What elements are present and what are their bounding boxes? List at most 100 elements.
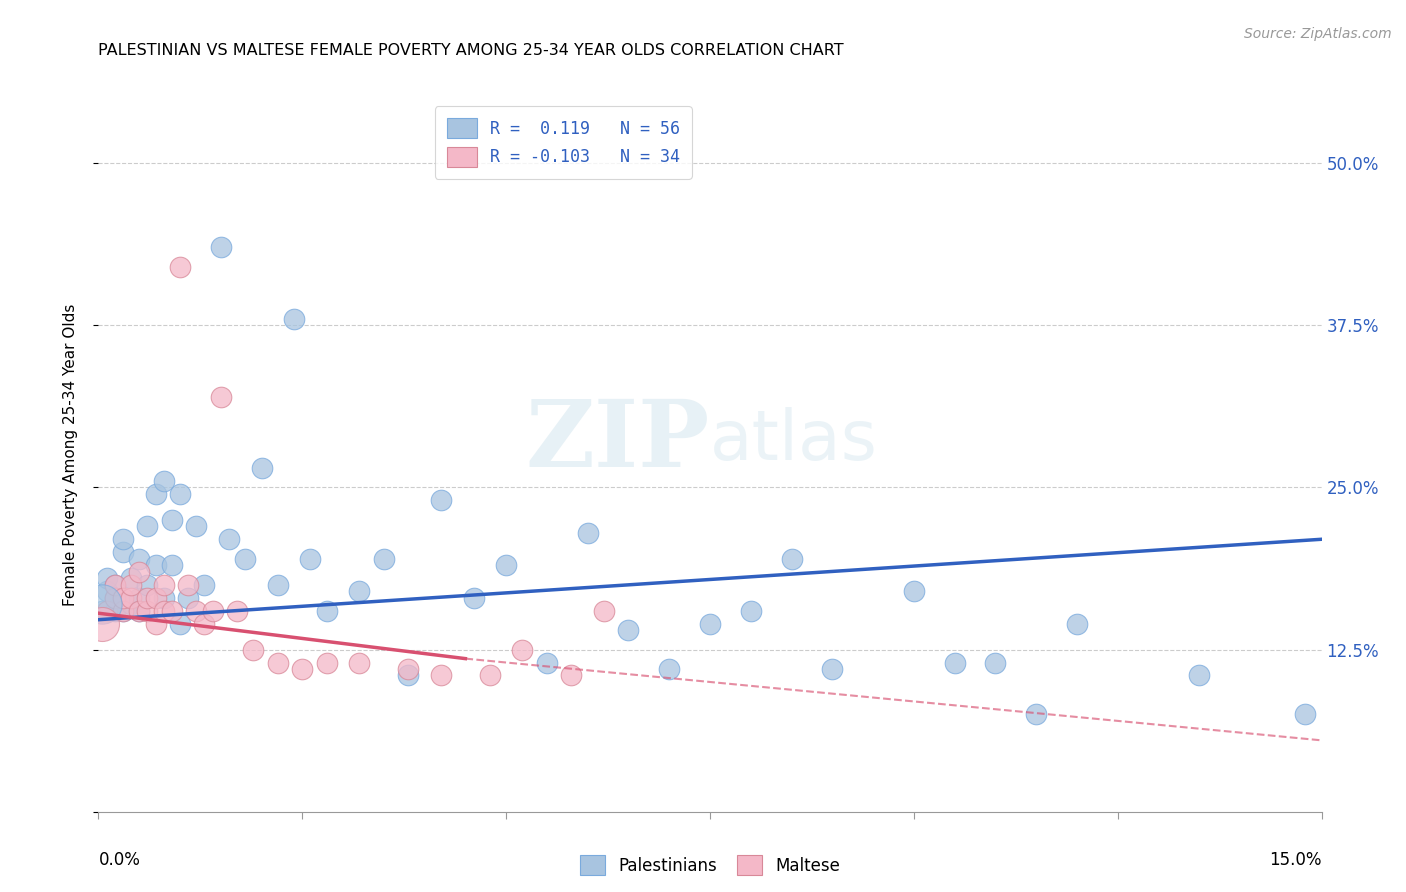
Point xyxy=(177,577,200,591)
Point xyxy=(91,616,114,631)
Point xyxy=(560,668,582,682)
Point xyxy=(104,591,127,605)
Point xyxy=(152,474,174,488)
Point xyxy=(536,656,558,670)
Point xyxy=(152,577,174,591)
Point xyxy=(169,487,191,501)
Point xyxy=(430,668,453,682)
Point xyxy=(136,591,159,605)
Point xyxy=(201,604,224,618)
Point xyxy=(209,390,232,404)
Point xyxy=(699,616,721,631)
Point xyxy=(145,591,167,605)
Point xyxy=(226,604,249,618)
Point xyxy=(160,558,183,573)
Point xyxy=(593,604,616,618)
Point xyxy=(128,591,150,605)
Point xyxy=(152,591,174,605)
Point xyxy=(120,571,142,585)
Point xyxy=(430,493,453,508)
Point xyxy=(396,662,419,676)
Point xyxy=(96,571,118,585)
Point xyxy=(169,616,191,631)
Point xyxy=(152,604,174,618)
Point xyxy=(177,591,200,605)
Point xyxy=(291,662,314,676)
Point xyxy=(120,597,142,611)
Point xyxy=(617,623,640,637)
Point xyxy=(91,604,114,618)
Point xyxy=(128,604,150,618)
Point xyxy=(136,519,159,533)
Point xyxy=(299,551,322,566)
Point xyxy=(1025,707,1047,722)
Point xyxy=(111,604,134,618)
Point xyxy=(1066,616,1088,631)
Point xyxy=(267,656,290,670)
Point xyxy=(512,642,534,657)
Point xyxy=(128,604,150,618)
Point xyxy=(104,591,127,605)
Text: Source: ZipAtlas.com: Source: ZipAtlas.com xyxy=(1244,27,1392,41)
Text: ZIP: ZIP xyxy=(526,396,710,485)
Point xyxy=(145,616,167,631)
Point xyxy=(111,533,134,547)
Point xyxy=(576,525,599,540)
Point xyxy=(740,604,762,618)
Point xyxy=(160,513,183,527)
Point xyxy=(111,545,134,559)
Point xyxy=(186,519,208,533)
Point xyxy=(186,604,208,618)
Point xyxy=(463,591,485,605)
Point xyxy=(242,642,264,657)
Point xyxy=(1294,707,1316,722)
Point xyxy=(821,662,844,676)
Text: atlas: atlas xyxy=(710,407,877,475)
Point xyxy=(233,551,256,566)
Point xyxy=(145,558,167,573)
Point xyxy=(267,577,290,591)
Point xyxy=(169,260,191,274)
Text: 0.0%: 0.0% xyxy=(98,851,141,869)
Y-axis label: Female Poverty Among 25-34 Year Olds: Female Poverty Among 25-34 Year Olds xyxy=(63,304,77,606)
Point xyxy=(145,487,167,501)
Point xyxy=(120,577,142,591)
Point xyxy=(396,668,419,682)
Point xyxy=(160,604,183,618)
Point xyxy=(111,591,134,605)
Point xyxy=(250,461,273,475)
Point xyxy=(984,656,1007,670)
Point xyxy=(96,604,118,618)
Point xyxy=(136,577,159,591)
Point xyxy=(658,662,681,676)
Point xyxy=(780,551,803,566)
Point xyxy=(91,597,114,611)
Point xyxy=(111,604,134,618)
Point xyxy=(373,551,395,566)
Point xyxy=(96,584,118,599)
Point xyxy=(1188,668,1211,682)
Text: 15.0%: 15.0% xyxy=(1270,851,1322,869)
Point xyxy=(349,656,371,670)
Point xyxy=(903,584,925,599)
Point xyxy=(495,558,517,573)
Point xyxy=(315,604,337,618)
Point xyxy=(478,668,501,682)
Point xyxy=(128,551,150,566)
Point xyxy=(218,533,240,547)
Point xyxy=(136,604,159,618)
Point xyxy=(193,616,215,631)
Point xyxy=(315,656,337,670)
Point xyxy=(193,577,215,591)
Point xyxy=(349,584,371,599)
Point xyxy=(943,656,966,670)
Point xyxy=(283,311,305,326)
Point xyxy=(104,604,127,618)
Point xyxy=(128,565,150,579)
Point xyxy=(104,577,127,591)
Text: PALESTINIAN VS MALTESE FEMALE POVERTY AMONG 25-34 YEAR OLDS CORRELATION CHART: PALESTINIAN VS MALTESE FEMALE POVERTY AM… xyxy=(98,43,844,58)
Point xyxy=(209,240,232,254)
Point xyxy=(120,591,142,605)
Point xyxy=(104,577,127,591)
Legend: Palestinians, Maltese: Palestinians, Maltese xyxy=(574,848,846,882)
